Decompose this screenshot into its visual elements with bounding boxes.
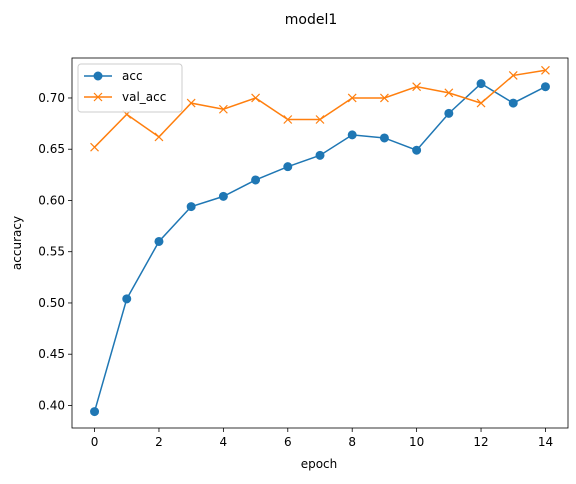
legend: acc val_acc <box>77 63 183 113</box>
data-point-val-acc <box>541 65 550 75</box>
y-tick-label: 0.55 <box>38 245 65 259</box>
x-marker-stroke <box>379 93 389 103</box>
y-tick-label: 0.70 <box>38 91 65 105</box>
legend-item-val-acc: val_acc <box>84 90 166 104</box>
data-point-val-acc <box>251 93 261 103</box>
y-tick-label: 0.40 <box>38 398 65 412</box>
data-point-acc <box>90 407 100 417</box>
data-point-val-acc <box>90 142 99 152</box>
legend-marker <box>93 92 103 102</box>
x-axis-label: epoch <box>301 457 338 471</box>
data-point-acc <box>540 82 550 92</box>
data-point-val-acc <box>347 93 357 103</box>
x-marker-stroke <box>218 104 228 114</box>
data-point-acc <box>444 108 454 118</box>
x-marker-stroke <box>251 93 261 103</box>
x-marker-stroke <box>508 70 518 80</box>
plot-area <box>72 58 568 428</box>
data-point-val-acc <box>412 82 422 92</box>
data-point-acc <box>412 145 422 155</box>
data-point-val-acc <box>315 115 325 124</box>
x-tick-label: 14 <box>538 435 553 449</box>
x-marker-stroke <box>283 115 293 124</box>
data-point-acc <box>476 79 486 89</box>
plot-frame <box>71 57 569 429</box>
x-marker-stroke <box>315 115 325 124</box>
x-tick-label: 0 <box>91 435 99 449</box>
legend-marker <box>93 71 103 81</box>
y-axis-label: accuracy <box>10 216 24 270</box>
x-tick-label: 6 <box>284 435 292 449</box>
data-point-val-acc <box>218 104 228 114</box>
y-tick-label: 0.60 <box>38 193 65 207</box>
data-point-acc <box>347 130 357 140</box>
x-marker-stroke <box>154 132 164 142</box>
x-tick-label: 2 <box>155 435 163 449</box>
data-point-acc <box>154 236 164 246</box>
legend-item-acc: acc <box>84 69 143 83</box>
legend-label: acc <box>122 69 143 83</box>
data-point-acc <box>315 150 325 160</box>
series-acc <box>90 79 550 417</box>
x-marker-stroke <box>444 88 454 98</box>
axis-ticks: 0 2 4 6 8 10 12 14 0.40 0.45 0.50 0.55 0.60 0.65 0.70 <box>38 91 553 449</box>
data-point-val-acc <box>186 98 196 108</box>
chart-title: model1 <box>285 12 338 28</box>
x-tick-label: 4 <box>220 435 228 449</box>
x-marker-stroke <box>412 82 422 92</box>
legend-label: val_acc <box>122 90 166 104</box>
data-point-acc <box>122 294 132 304</box>
data-point-acc <box>186 202 196 212</box>
x-marker-stroke <box>186 98 196 108</box>
data-point-val-acc <box>508 70 518 80</box>
x-marker-stroke <box>347 93 357 103</box>
data-point-val-acc <box>283 115 293 124</box>
x-marker-stroke <box>90 142 99 152</box>
x-tick-label: 10 <box>409 435 424 449</box>
x-tick-label: 8 <box>348 435 356 449</box>
data-point-acc <box>251 175 261 185</box>
data-point-acc <box>283 162 293 172</box>
data-point-acc <box>218 191 228 201</box>
data-point-acc <box>508 98 518 108</box>
y-tick-label: 0.65 <box>38 142 65 156</box>
y-tick-label: 0.45 <box>38 347 65 361</box>
data-point-acc <box>379 133 389 143</box>
x-marker-stroke <box>541 65 550 75</box>
data-point-val-acc <box>379 93 389 103</box>
series-layer <box>90 65 550 417</box>
data-point-val-acc <box>444 88 454 98</box>
data-point-val-acc <box>476 98 486 108</box>
x-marker-stroke <box>476 98 486 108</box>
data-point-val-acc <box>154 132 164 142</box>
x-marker-stroke <box>93 92 103 102</box>
x-tick-label: 12 <box>473 435 488 449</box>
y-tick-label: 0.50 <box>38 296 65 310</box>
